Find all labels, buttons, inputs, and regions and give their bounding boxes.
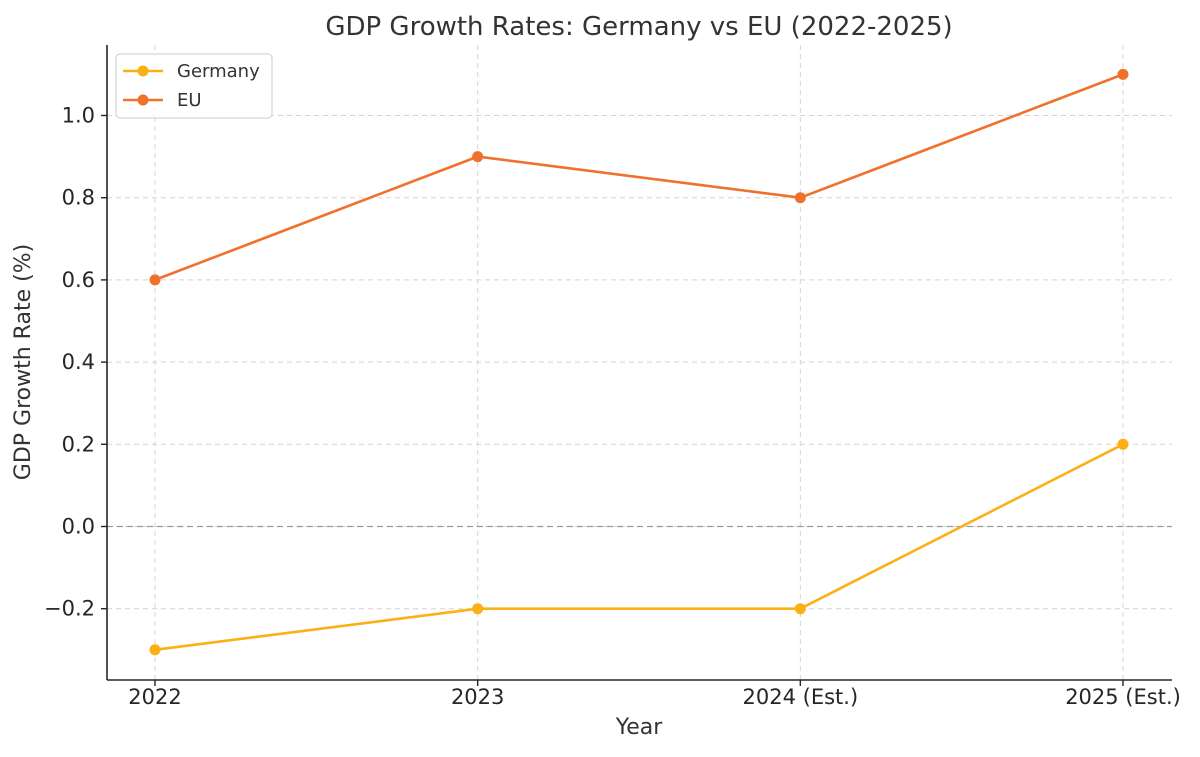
x-tick-label: 2025 (Est.) (1065, 685, 1181, 709)
y-tick-label: 0.2 (62, 432, 95, 456)
y-tick-label: −0.2 (44, 597, 95, 621)
germany-point (472, 603, 484, 615)
legend-swatch-marker (137, 65, 149, 77)
x-tick-label: 2022 (128, 685, 181, 709)
legend-label: Germany (177, 61, 260, 82)
legend-label: EU (177, 90, 202, 111)
y-tick-label: 0.8 (62, 186, 95, 210)
y-tick-label: 0.6 (62, 268, 95, 292)
y-tick-label: 0.4 (62, 350, 95, 374)
y-tick-label: 0.0 (62, 515, 95, 539)
legend: Germany EU (115, 53, 273, 119)
x-tick-label: 2024 (Est.) (743, 685, 859, 709)
eu-point (149, 274, 161, 286)
germany-point (1117, 438, 1129, 450)
eu-line (154, 73, 1124, 282)
germany-point (794, 603, 806, 615)
series (149, 68, 1129, 656)
legend-item-germany: Germany (123, 61, 260, 82)
eu-point (794, 192, 806, 204)
y-axis-title: GDP Growth Rate (%) (11, 244, 36, 480)
y-axis-ticks: −0.2 0.0 0.2 0.4 0.6 0.8 1.0 (44, 104, 107, 621)
x-axis-ticks: 2022 2023 2024 (Est.) 2025 (Est.) (128, 680, 1181, 709)
chart-title: GDP Growth Rates: Germany vs EU (2022-20… (325, 12, 952, 42)
series-germany (149, 438, 1129, 656)
series-eu (149, 68, 1129, 286)
eu-point (1117, 68, 1129, 80)
x-tick-label: 2023 (451, 685, 504, 709)
y-tick-label: 1.0 (62, 104, 95, 128)
legend-swatch-marker (137, 94, 149, 106)
x-axis-title: Year (615, 715, 664, 740)
eu-point (472, 151, 484, 163)
legend-item-eu: EU (123, 90, 202, 111)
germany-line (154, 443, 1124, 652)
germany-point (149, 644, 161, 656)
grid (107, 45, 1172, 680)
